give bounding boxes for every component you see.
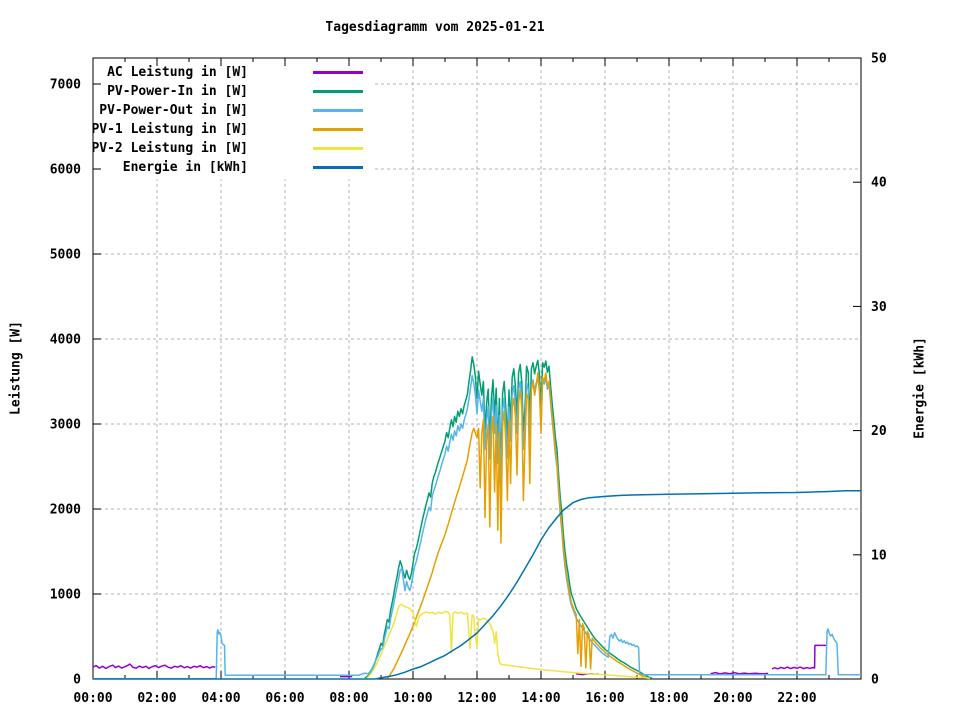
legend-label: PV-2 Leistung in [W] <box>91 141 248 156</box>
legend-label: AC Leistung in [W] <box>107 65 248 80</box>
legend: AC Leistung in [W] PV-Power-In in [W] PV… <box>60 63 363 177</box>
legend-line-sample <box>313 90 363 93</box>
y-left-tick-label: 6000 <box>50 163 81 178</box>
y-right-tick-label: 20 <box>871 424 887 439</box>
legend-item-pv1-leistung: PV-1 Leistung in [W] <box>60 120 363 139</box>
y-left-tick-label: 0 <box>73 673 81 688</box>
x-tick-label: 12:00 <box>457 691 496 706</box>
y-left-tick-label: 7000 <box>50 78 81 93</box>
x-tick-label: 00:00 <box>73 691 112 706</box>
y-right-tick-label: 30 <box>871 300 887 315</box>
legend-label: PV-Power-Out in [W] <box>99 103 248 118</box>
series-pv-1-leistung-in-w- <box>386 372 651 680</box>
series-ac-leistung-in-w- <box>710 671 769 675</box>
y-left-tick-label: 5000 <box>50 248 81 263</box>
y-right-tick-label: 0 <box>871 673 879 688</box>
x-tick-label: 22:00 <box>777 691 816 706</box>
legend-label: PV-Power-In in [W] <box>107 84 248 99</box>
y-right-tick-label: 10 <box>871 548 887 563</box>
y-axis-label-left: Leistung [W] <box>8 321 24 415</box>
x-tick-label: 04:00 <box>201 691 240 706</box>
legend-line-sample <box>313 109 363 112</box>
legend-line-sample <box>313 166 363 169</box>
legend-line-sample <box>313 147 363 150</box>
y-right-tick-label: 50 <box>871 52 887 67</box>
legend-line-sample <box>313 71 363 74</box>
legend-item-pv2-leistung: PV-2 Leistung in [W] <box>60 139 363 158</box>
chart-title: Tagesdiagramm vom 2025-01-21 <box>325 20 545 35</box>
y-right-tick-label: 40 <box>871 176 887 191</box>
x-tick-label: 10:00 <box>393 691 432 706</box>
x-tick-label: 06:00 <box>265 691 304 706</box>
series-pv-power-out-in-w- <box>93 374 861 680</box>
y-left-tick-label: 2000 <box>50 503 81 518</box>
x-tick-label: 14:00 <box>521 691 560 706</box>
y-left-tick-label: 3000 <box>50 418 81 433</box>
legend-label: PV-1 Leistung in [W] <box>91 122 248 137</box>
y-left-tick-label: 1000 <box>50 588 81 603</box>
legend-line-sample <box>313 128 363 131</box>
series-pv-2-leistung-in-w- <box>366 603 650 680</box>
series-ac-leistung-in-w- <box>771 644 827 670</box>
legend-item-pv-power-out: PV-Power-Out in [W] <box>60 101 363 120</box>
x-tick-label: 02:00 <box>137 691 176 706</box>
series-energie-in-kwh- <box>93 490 861 680</box>
y-axis-label-right: Energie [kWh] <box>912 337 928 439</box>
x-tick-label: 16:00 <box>585 691 624 706</box>
y-left-tick-label: 4000 <box>50 333 81 348</box>
legend-item-energie: Energie in [kWh] <box>60 158 363 177</box>
legend-background <box>94 58 375 180</box>
series-ac-leistung-in-w- <box>92 663 216 670</box>
x-tick-label: 20:00 <box>713 691 752 706</box>
legend-label: Energie in [kWh] <box>122 160 248 175</box>
x-tick-label: 08:00 <box>329 691 368 706</box>
legend-item-ac-leistung: AC Leistung in [W] <box>60 63 363 82</box>
series-pv-power-in-in-w- <box>364 356 654 680</box>
x-tick-label: 18:00 <box>649 691 688 706</box>
legend-item-pv-power-in: PV-Power-In in [W] <box>60 82 363 101</box>
